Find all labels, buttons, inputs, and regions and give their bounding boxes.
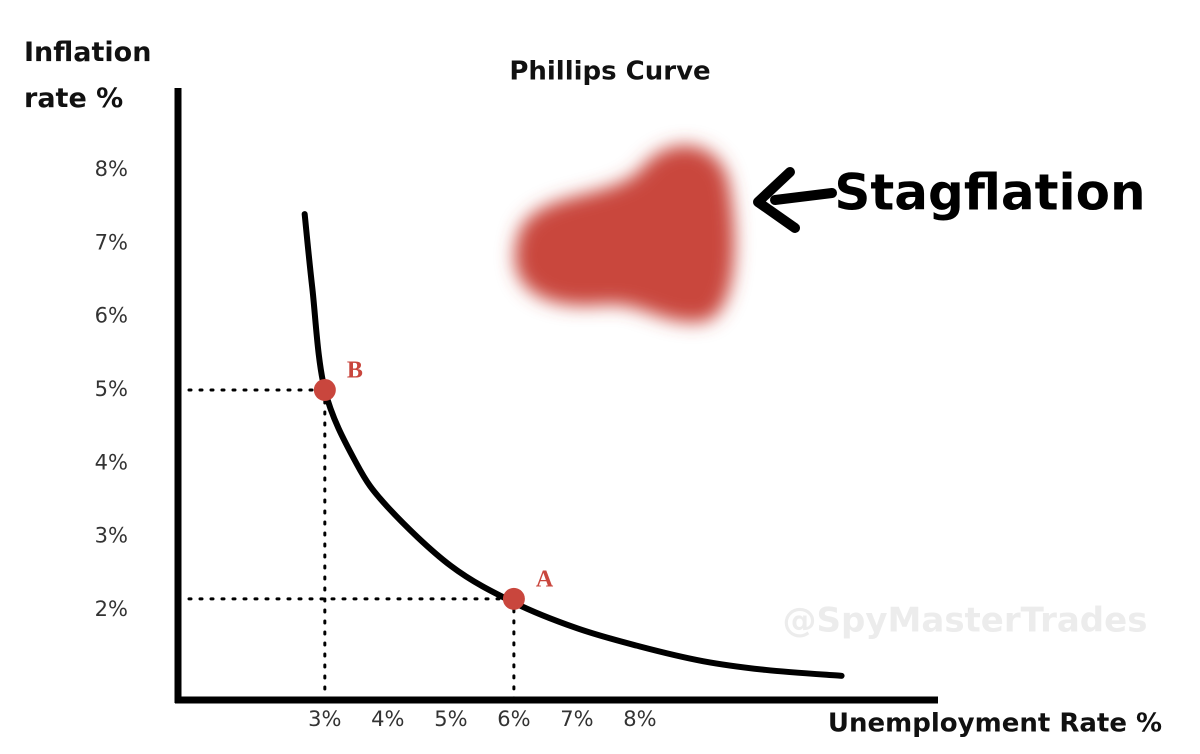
x-tick-label: 8% [623,707,656,731]
y-tick-label: 2% [95,597,128,621]
stagflation-blob [514,145,735,323]
x-tick-label: 4% [371,707,404,731]
point-label: B [347,357,363,383]
x-tick-label: 3% [308,707,341,731]
watermark: @SpyMasterTrades [783,601,1148,641]
y-tick-label: 7% [95,230,128,254]
curve [301,211,845,679]
y-tick-label: 3% [95,524,128,548]
y-tick-label: 5% [95,377,128,401]
chart-title: Phillips Curve [509,57,710,87]
x-axis-label: Unemployment Rate % [828,709,1162,739]
arrow-shaft [770,188,837,205]
x-tick-label: 6% [497,707,530,731]
x-tick-label: 7% [560,707,593,731]
point [313,378,336,401]
point [502,587,525,610]
y-tick-label: 4% [95,450,128,474]
point-label: A [536,566,554,592]
annotation: Stagflation [834,164,1145,222]
x-tick-label: 5% [434,707,467,731]
y-tick-label: 6% [95,304,128,328]
arrow-head [753,167,800,233]
y-tick-label: 8% [95,157,128,181]
y-axis-label: Inflation rate % [24,37,152,114]
